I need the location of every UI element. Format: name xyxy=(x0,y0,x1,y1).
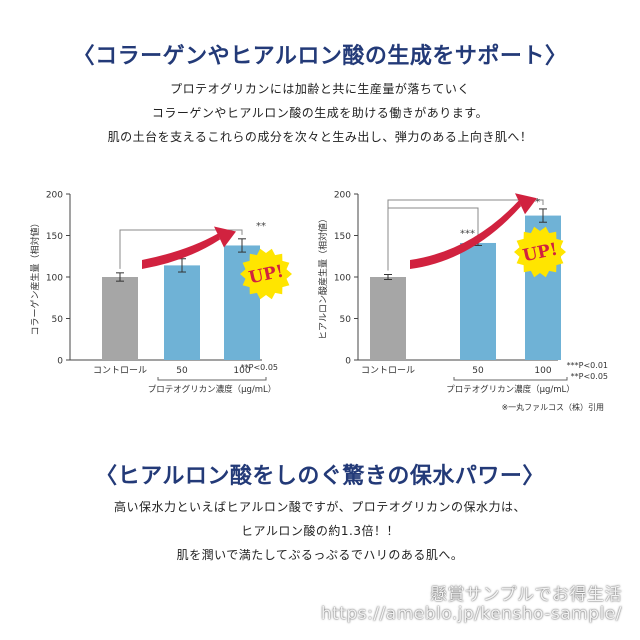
x-group-bracket xyxy=(453,377,568,381)
x-group-bracket xyxy=(157,377,267,381)
hyaluronic-chart: 0 50 100 150 200 ヒアルロン酸産生量（相対値） コントロール 50 *** 100… xyxy=(317,191,608,413)
p-value-note: ***P<0.01 xyxy=(567,361,608,370)
section2-heading: 〈ヒアルロン酸をしのぐ驚きの保水パワー〉 xyxy=(95,464,545,489)
x-group-label: プロテオグリカン濃度（μg/mL） xyxy=(148,384,277,395)
section2-line-3: 肌を潤いで満たしてぷるっぷるでハリのある肌へ。 xyxy=(176,548,464,562)
y-tick-label: 200 xyxy=(334,191,351,201)
significance-mark: ** xyxy=(256,221,266,232)
bar-50 xyxy=(164,265,200,360)
x-tick-label: コントロール xyxy=(361,366,415,376)
p-value-note: **P<0.05 xyxy=(571,372,608,381)
x-tick-label: 50 xyxy=(472,366,484,376)
y-axis-label: コラーゲン産生量（相対値） xyxy=(29,218,41,335)
x-tick-label: 100 xyxy=(534,366,551,376)
source-note: ※一丸ファルコス（株）引用 xyxy=(501,402,604,412)
up-badge-star xyxy=(240,248,292,300)
y-tick-label: 100 xyxy=(334,274,351,284)
significance-mark: *** xyxy=(460,228,475,239)
y-axis-label: ヒアルロン酸産生量（相対値） xyxy=(317,214,329,340)
y-tick-label: 150 xyxy=(46,232,63,242)
watermark-url: https://ameblo.jp/kensho-sample/ xyxy=(320,604,622,624)
section2-line-2: ヒアルロン酸の約1.3倍！！ xyxy=(241,524,399,538)
red-arrow-body xyxy=(142,233,220,269)
section1-heading: 〈コラーゲンやヒアルロン酸の生成をサポート〉 xyxy=(72,44,568,69)
significance-bracket-1 xyxy=(119,229,243,269)
section1-line-2: コラーゲンやヒアルロン酸の生成を助ける働きがあります。 xyxy=(151,106,489,120)
section1-line-3: 肌の土台を支えるこれらの成分を次々と生み出し、弾力のある上向き肌へ！ xyxy=(107,130,533,144)
red-arrow-head xyxy=(214,226,236,248)
bar-コントロール xyxy=(102,277,138,360)
y-tick-label: 50 xyxy=(340,315,352,325)
x-tick-label: 100 xyxy=(233,366,250,376)
y-tick-label: 100 xyxy=(46,274,63,284)
significance-bracket-2 xyxy=(387,207,479,271)
y-tick-label: 150 xyxy=(334,232,351,242)
y-tick-label: 0 xyxy=(57,357,63,367)
collagen-chart: 0 50 100 150 200 コラーゲン産生量（相対値） コントロール 50 100 ** プロ… xyxy=(29,191,292,395)
bar-コントロール xyxy=(370,277,406,360)
red-arrow-body xyxy=(410,200,521,269)
section2-line-1: 高い保水力といえばヒアルロン酸ですが、プロテオグリカンの保水力は、 xyxy=(114,500,526,514)
y-tick-label: 0 xyxy=(345,357,351,367)
x-group-label: プロテオグリカン濃度（μg/mL） xyxy=(446,384,575,395)
up-badge-star xyxy=(514,226,566,278)
x-tick-label: コントロール xyxy=(93,366,147,376)
section1-line-1: プロテオグリカンには加齢と共に生産量が落ちていく xyxy=(170,82,470,96)
y-tick-label: 200 xyxy=(46,191,63,201)
x-tick-label: 50 xyxy=(176,366,188,376)
y-tick-label: 50 xyxy=(52,315,64,325)
p-value-note: **P<0.05 xyxy=(241,363,278,372)
bar-50 xyxy=(460,242,496,360)
red-arrow-head xyxy=(515,193,537,215)
watermark-title: 懸賞サンプルでお得生活 xyxy=(430,585,622,605)
